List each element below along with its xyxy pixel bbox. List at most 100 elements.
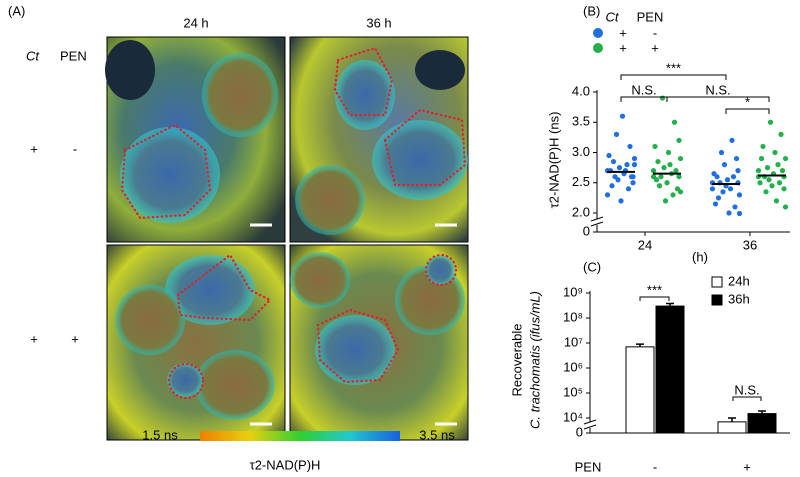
x-tick-label: + — [743, 459, 751, 474]
bracket — [725, 108, 770, 114]
y-tick-label: 10⁶ — [563, 359, 583, 374]
y-tick-label: 2.5 — [572, 174, 590, 189]
dot — [677, 155, 684, 162]
y-tick-label: 10⁸ — [563, 309, 583, 324]
dot — [766, 177, 772, 183]
dot — [609, 183, 615, 189]
dot — [624, 162, 630, 168]
legend-ct: + — [619, 40, 627, 55]
y-tick-label: 0 — [576, 424, 583, 439]
dot — [631, 155, 638, 162]
legend-pen: + — [651, 40, 659, 55]
dot — [661, 165, 667, 171]
panel-label: (A) — [8, 3, 25, 18]
pen-header: PEN — [60, 48, 87, 63]
legend-dot — [593, 43, 603, 53]
row-ct: + — [30, 331, 38, 346]
error-bar — [758, 410, 766, 414]
dot — [758, 155, 765, 162]
dot — [763, 189, 769, 195]
dot — [724, 177, 731, 183]
dot — [715, 195, 722, 201]
dot — [659, 95, 666, 101]
dot — [671, 119, 678, 125]
y-tick-label: 10⁴ — [563, 409, 583, 424]
dot — [712, 201, 719, 207]
dot — [616, 165, 623, 171]
legend-swatch — [711, 294, 723, 306]
bar — [655, 305, 685, 434]
y-label: τ2-NAD(P)H (ns) — [546, 112, 561, 209]
dot — [606, 152, 612, 159]
x-label: (h) — [692, 249, 708, 264]
dot — [625, 186, 632, 192]
dot — [604, 192, 611, 198]
panel-label: (C) — [583, 259, 601, 274]
dot — [673, 168, 679, 174]
dot — [667, 162, 673, 168]
legend-swatch — [711, 276, 723, 288]
legend-header: PEN — [637, 9, 664, 24]
x-label: PEN — [575, 459, 602, 474]
dot — [778, 131, 784, 137]
row-pen: - — [73, 141, 77, 156]
dot — [653, 177, 660, 183]
colorbar-min: 1.5 ns — [142, 427, 178, 442]
dot — [658, 174, 664, 180]
dot — [652, 143, 658, 150]
dot — [720, 189, 726, 195]
image — [289, 36, 469, 243]
colorbar-label: τ2-NAD(P)H — [250, 457, 321, 472]
row-ct: + — [30, 141, 38, 156]
axis-break — [590, 216, 604, 227]
dot — [782, 204, 789, 210]
row-pen: + — [71, 331, 79, 346]
y-tick-label: 2.0 — [572, 204, 590, 219]
dot — [776, 180, 783, 186]
dot — [610, 158, 617, 165]
x-tick-label: 36 — [743, 237, 757, 252]
dot — [755, 168, 762, 174]
bracket — [666, 96, 770, 102]
dot — [730, 174, 737, 180]
dot — [729, 137, 735, 143]
dot — [769, 183, 775, 189]
legend-dot — [593, 28, 603, 38]
legend-pen: - — [653, 25, 657, 40]
axis-break — [583, 419, 597, 430]
dot — [732, 204, 738, 210]
dot — [736, 192, 743, 198]
error-bar — [636, 343, 644, 347]
dot — [618, 198, 624, 204]
annotation: N.S. — [734, 382, 759, 397]
dot — [757, 180, 763, 186]
x-tick-label: - — [653, 459, 657, 474]
image — [105, 36, 286, 243]
legend-label: 24h — [728, 273, 750, 288]
dot — [676, 174, 682, 180]
dot — [664, 180, 670, 186]
bar — [717, 421, 747, 434]
bar — [625, 346, 655, 434]
dot — [631, 162, 638, 168]
annotation: N.S. — [631, 82, 656, 97]
y-tick-label: 4.0 — [572, 83, 590, 98]
bracket — [639, 296, 670, 301]
legend-label: 36h — [728, 291, 750, 306]
x-tick-label: 24 — [638, 237, 652, 252]
column-label: 24 h — [183, 15, 208, 30]
dot — [760, 143, 766, 150]
colorbar-max: 3.5 ns — [419, 427, 455, 442]
dot — [619, 113, 626, 119]
legend-ct: + — [619, 25, 627, 40]
panel-label: (B) — [583, 3, 600, 18]
dot — [767, 119, 774, 125]
dot — [677, 189, 684, 195]
dot — [630, 174, 636, 180]
column-label: 36 h — [366, 15, 391, 30]
dot — [721, 162, 728, 168]
annotation: *** — [647, 282, 662, 297]
dot — [781, 186, 787, 192]
dot — [764, 165, 771, 171]
